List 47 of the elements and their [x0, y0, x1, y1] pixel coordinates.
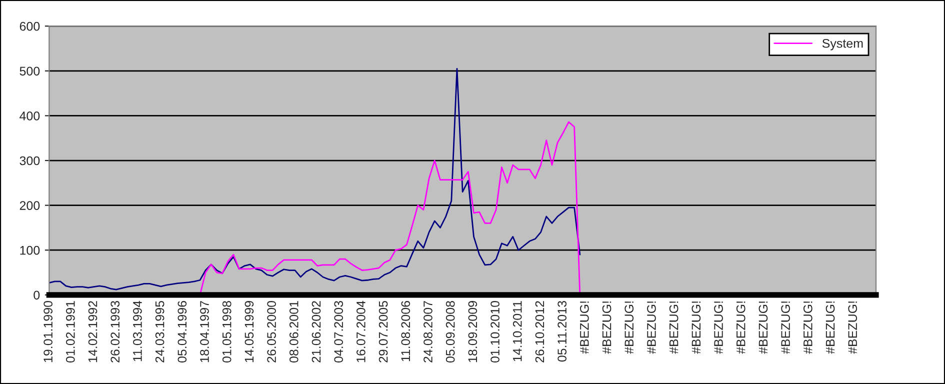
- x-tick-label: 29.07.2005: [378, 300, 388, 362]
- x-tick-label: #BEZUG!: [580, 302, 589, 354]
- x-tick-label: #BEZUG!: [714, 302, 723, 354]
- y-tick-label: 200: [20, 201, 40, 210]
- x-tick-label: #BEZUG!: [826, 302, 835, 354]
- x-tick-label: 18.09.2009: [468, 301, 478, 362]
- x-tick-label: 26.05.2000: [267, 300, 276, 362]
- x-tick-label: #BEZUG!: [624, 302, 634, 354]
- x-tick-label: 26.10.2012: [535, 301, 544, 362]
- x-tick-label: #BEZUG!: [758, 302, 768, 354]
- x-tick-label: #BEZUG!: [848, 302, 858, 354]
- x-tick-label: 05.09.2008: [446, 301, 455, 363]
- x-tick-label: 16.07.2004: [356, 300, 366, 362]
- x-tick-label: #BEZUG!: [781, 302, 790, 354]
- line-series: [49, 68, 581, 290]
- x-tick-label: 01.02.1991: [66, 301, 75, 363]
- x-tick-label: 19.01.1990: [44, 300, 52, 362]
- y-tick-label: 600: [20, 22, 40, 31]
- x-tick-label: 14.05.1999: [244, 301, 254, 362]
- x-tick-label: #BEZUG!: [736, 302, 746, 354]
- x-tick-label: 26.02.1993: [110, 301, 120, 362]
- x-tick-label: 05.04.1996: [178, 301, 187, 363]
- x-tick-label: #BEZUG!: [647, 302, 656, 354]
- x-tick-label: 14.10.2011: [512, 301, 522, 362]
- x-tick-label: #BEZUG!: [602, 302, 612, 354]
- y-tick-label: 0: [34, 290, 40, 300]
- x-tick-label: 04.07.2003: [334, 301, 344, 363]
- x-tick-label: 24.08.2007: [424, 301, 432, 362]
- x-tick-label: 24.03.1995: [155, 300, 164, 362]
- x-tick-label: #BEZUG!: [669, 302, 678, 354]
- x-tick-label: #BEZUG!: [803, 302, 812, 354]
- x-tick-label: 14.02.1992: [88, 301, 98, 362]
- y-tick-label: 400: [20, 112, 40, 120]
- x-tick-label: #BEZUG!: [692, 302, 701, 354]
- y-tick-label: 300: [20, 156, 40, 166]
- x-tick-label: 21.06.2002: [312, 301, 321, 362]
- line-series: [199, 121, 581, 295]
- x-tick-label: 11.08.2006: [401, 301, 410, 362]
- y-tick-label: 500: [20, 66, 40, 76]
- y-tick-label: 100: [20, 246, 40, 255]
- x-tick-label: 05.11.2013: [558, 301, 566, 362]
- x-tick-label: 01.10.2010: [490, 300, 500, 363]
- x-tick-label: 08.06.2001: [289, 301, 298, 363]
- x-tick-label: 11.03.1994: [133, 300, 142, 362]
- legend-label: System: [822, 38, 863, 50]
- x-tick-label: 01.05.1998: [222, 301, 232, 363]
- x-tick-label: 18.04.1997: [200, 301, 209, 362]
